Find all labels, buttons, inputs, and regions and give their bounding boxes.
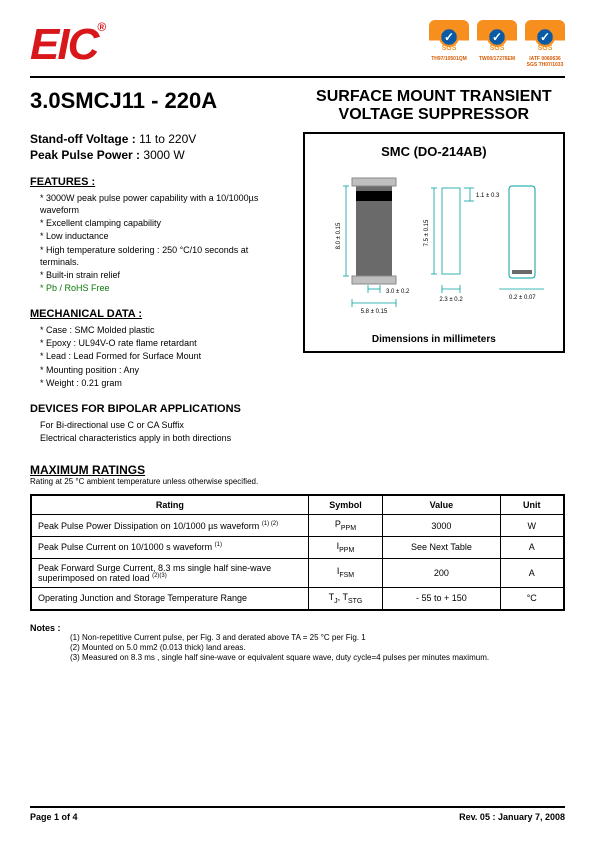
table-header: Unit	[500, 495, 564, 515]
symbol-cell: PPPM	[308, 515, 383, 537]
footer-divider	[30, 806, 565, 808]
part-number: 3.0SMCJ11 - 220A	[30, 88, 283, 114]
features-heading: FEATURES :	[30, 176, 283, 188]
max-ratings-heading: MAXIMUM RATINGS	[30, 463, 565, 477]
table-row: Operating Junction and Storage Temperatu…	[31, 587, 564, 609]
svg-text:1.1 ± 0.3: 1.1 ± 0.3	[476, 193, 500, 199]
standoff-voltage: Stand-off Voltage : 11 to 220V	[30, 132, 283, 146]
note-item: (3) Measured on 8.3 ms , single half sin…	[70, 653, 565, 662]
unit-cell: A	[500, 558, 564, 587]
cert-label: TH97/10501QM	[429, 56, 469, 62]
cert-badge-1: ✓SGS TH97/10501QM	[429, 20, 469, 68]
revision: Rev. 05 : January 7, 2008	[459, 812, 565, 822]
unit-cell: W	[500, 515, 564, 537]
package-name: SMC (DO-214AB)	[313, 144, 555, 159]
svg-text:2.3 ± 0.2: 2.3 ± 0.2	[439, 297, 463, 303]
rating-cell: Operating Junction and Storage Temperatu…	[31, 587, 308, 609]
table-header: Rating	[31, 495, 308, 515]
rating-cell: Peak Forward Surge Current, 8.3 ms singl…	[31, 558, 308, 587]
value-cell: 200	[383, 558, 500, 587]
value-cell: 3000	[383, 515, 500, 537]
mech-item: * Case : SMC Molded plastic	[40, 324, 283, 336]
symbol-cell: TJ, TSTG	[308, 587, 383, 609]
dimension-drawing: 8.0 ± 0.15 3.0 ± 0.2 5.8 ± 0.15	[314, 171, 554, 321]
svg-text:8.0 ± 0.15: 8.0 ± 0.15	[336, 222, 342, 249]
product-title: SURFACE MOUNT TRANSIENT VOLTAGE SUPPRESS…	[303, 88, 565, 124]
logo: EIC®	[30, 20, 104, 70]
notes-heading: Notes :	[30, 623, 61, 633]
mech-item: * Weight : 0.21 gram	[40, 377, 283, 389]
cert-label: SGS TH07/1033	[525, 62, 565, 68]
svg-text:3.0 ± 0.2: 3.0 ± 0.2	[386, 289, 410, 295]
unit-cell: A	[500, 536, 564, 558]
cert-label: TW00/17276EM	[477, 56, 517, 62]
ratings-table: RatingSymbolValueUnit Peak Pulse Power D…	[30, 494, 565, 610]
cert-badge-3: ✓SGS IATF 0060636 SGS TH07/1033	[525, 20, 565, 68]
note-item: (1) Non-repetitive Current pulse, per Fi…	[70, 633, 565, 642]
svg-text:7.5 ± 0.15: 7.5 ± 0.15	[424, 219, 430, 246]
bipolar-item: For Bi-directional use C or CA Suffix	[40, 419, 283, 431]
feature-item: * Pb / RoHS Free	[40, 282, 283, 294]
svg-text:0.2 ± 0.07: 0.2 ± 0.07	[509, 295, 536, 301]
peak-pulse-power: Peak Pulse Power : 3000 W	[30, 148, 283, 162]
mechanical-heading: MECHANICAL DATA :	[30, 308, 283, 320]
mech-item: * Mounting position : Any	[40, 364, 283, 376]
table-header: Symbol	[308, 495, 383, 515]
feature-item: * Excellent clamping capability	[40, 217, 283, 229]
symbol-cell: IPPM	[308, 536, 383, 558]
unit-cell: °C	[500, 587, 564, 609]
ratings-subtitle: Rating at 25 °C ambient temperature unle…	[30, 477, 565, 486]
feature-item: * Low inductance	[40, 230, 283, 242]
mech-item: * Epoxy : UL94V-O rate flame retardant	[40, 337, 283, 349]
package-diagram: SMC (DO-214AB) 8.0 ± 0.15	[303, 132, 565, 353]
feature-item: * Built-in strain relief	[40, 269, 283, 281]
header-divider	[30, 76, 565, 78]
mech-item: * Lead : Lead Formed for Surface Mount	[40, 350, 283, 362]
value-cell: See Next Table	[383, 536, 500, 558]
symbol-cell: IFSM	[308, 558, 383, 587]
table-row: Peak Pulse Power Dissipation on 10/1000 …	[31, 515, 564, 537]
certifications: ✓SGS TH97/10501QM ✓SGS TW00/17276EM ✓SGS…	[429, 20, 565, 68]
bipolar-item: Electrical characteristics apply in both…	[40, 432, 283, 444]
value-cell: - 55 to + 150	[383, 587, 500, 609]
svg-text:5.8 ± 0.15: 5.8 ± 0.15	[360, 309, 387, 315]
table-header: Value	[383, 495, 500, 515]
notes-section: Notes : (1) Non-repetitive Current pulse…	[30, 623, 565, 662]
rating-cell: Peak Pulse Power Dissipation on 10/1000 …	[31, 515, 308, 537]
page-number: Page 1 of 4	[30, 812, 78, 822]
cert-badge-2: ✓SGS TW00/17276EM	[477, 20, 517, 68]
dimensions-label: Dimensions in millimeters	[313, 334, 555, 345]
feature-item: * High temperature soldering : 250 °C/10…	[40, 244, 283, 268]
table-row: Peak Forward Surge Current, 8.3 ms singl…	[31, 558, 564, 587]
rating-cell: Peak Pulse Current on 10/1000 s waveform…	[31, 536, 308, 558]
feature-item: * 3000W peak pulse power capability with…	[40, 192, 283, 216]
table-row: Peak Pulse Current on 10/1000 s waveform…	[31, 536, 564, 558]
bipolar-heading: DEVICES FOR BIPOLAR APPLICATIONS	[30, 403, 283, 415]
note-item: (2) Mounted on 5.0 mm2 (0.013 thick) lan…	[70, 643, 565, 652]
